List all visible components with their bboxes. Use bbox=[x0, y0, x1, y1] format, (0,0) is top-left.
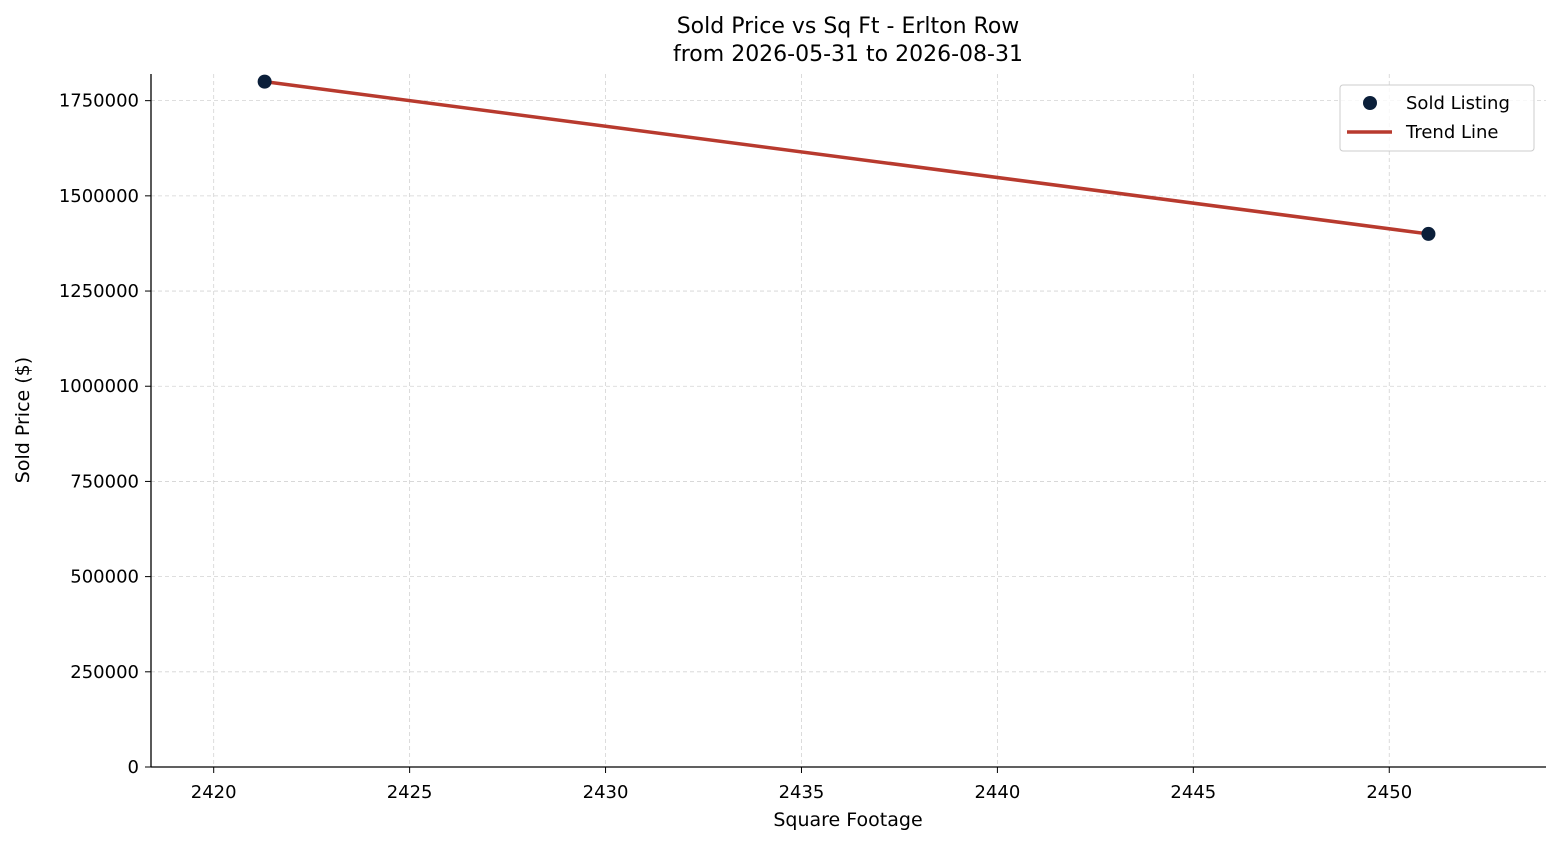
x-tick-label: 2420 bbox=[191, 782, 237, 803]
y-axis-label: Sold Price ($) bbox=[12, 357, 34, 483]
x-tick-label: 2445 bbox=[1170, 782, 1216, 803]
x-tick-label: 2425 bbox=[387, 782, 433, 803]
tick-labels: 2420 2425 2430 2435 2440 2445 2450 0 250000 50000… bbox=[59, 91, 1412, 803]
y-tick-label: 1250000 bbox=[59, 281, 139, 302]
legend-label-sold-listing: Sold Listing bbox=[1406, 93, 1510, 114]
trend-line bbox=[262, 79, 1431, 236]
sold-listing-series bbox=[257, 74, 1436, 241]
y-tick-label: 250000 bbox=[70, 662, 139, 683]
chart-subtitle: from 2026-05-31 to 2026-08-31 bbox=[673, 42, 1023, 67]
x-tick-label: 2450 bbox=[1366, 782, 1412, 803]
sold-listing-point bbox=[1421, 226, 1436, 241]
y-tick-label: 0 bbox=[128, 757, 139, 778]
legend-label-trend-line: Trend Line bbox=[1405, 122, 1499, 143]
legend: Sold Listing Trend Line bbox=[1339, 84, 1535, 152]
axes bbox=[145, 74, 1546, 773]
y-tick-label: 1000000 bbox=[59, 376, 139, 397]
legend-box bbox=[1339, 84, 1535, 152]
y-tick-label: 1750000 bbox=[59, 91, 139, 112]
grid-lines bbox=[151, 74, 1546, 768]
x-axis-label: Square Footage bbox=[773, 809, 922, 831]
chart-title: Sold Price vs Sq Ft - Erlton Row bbox=[677, 14, 1020, 39]
x-tick-label: 2440 bbox=[974, 782, 1020, 803]
y-tick-label: 500000 bbox=[70, 567, 139, 588]
x-tick-label: 2435 bbox=[779, 782, 825, 803]
sold-listing-point bbox=[257, 74, 272, 89]
trend-line-series bbox=[262, 79, 1431, 236]
x-tick-label: 2430 bbox=[583, 782, 629, 803]
legend-scatter-marker bbox=[1363, 96, 1377, 110]
y-tick-label: 1500000 bbox=[59, 186, 139, 207]
y-tick-label: 750000 bbox=[70, 471, 139, 492]
